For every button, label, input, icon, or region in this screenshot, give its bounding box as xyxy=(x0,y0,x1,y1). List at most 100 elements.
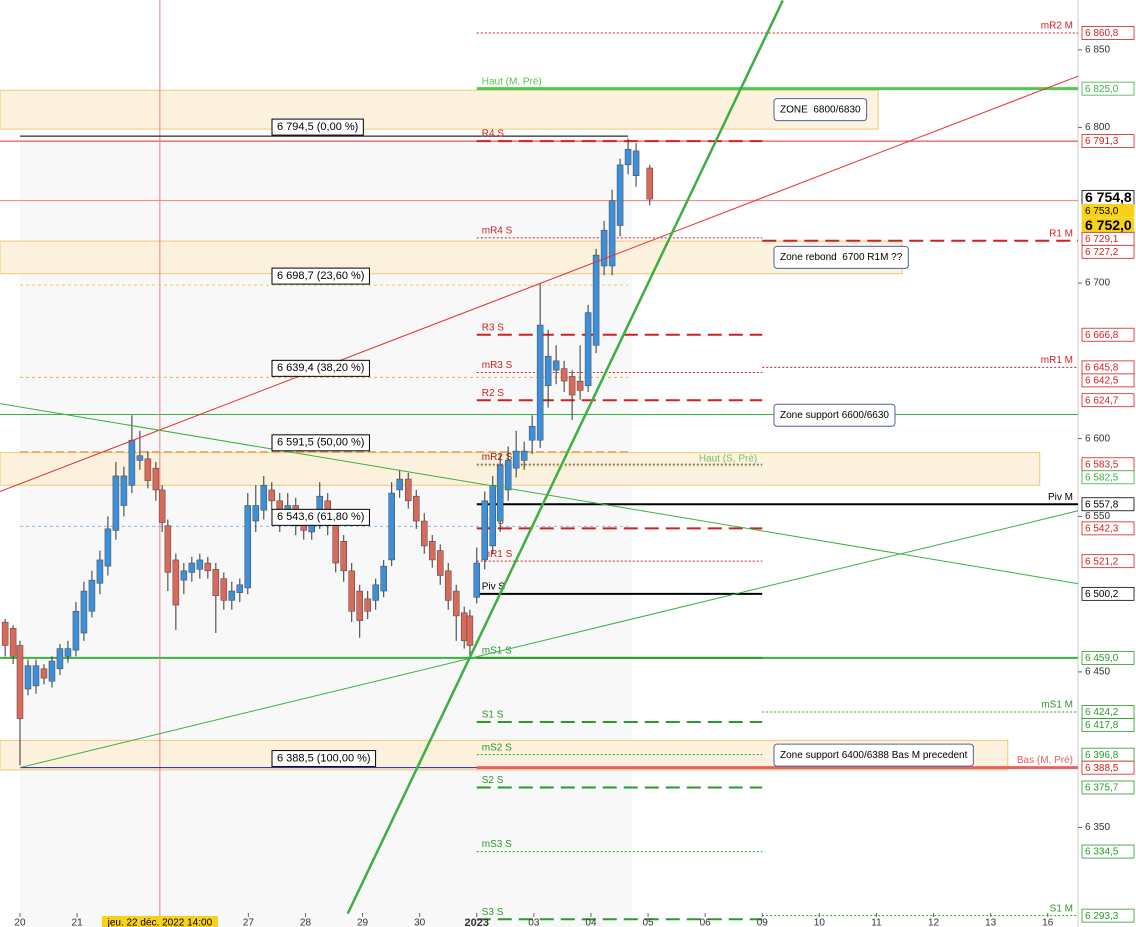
candle-body xyxy=(504,460,512,491)
candle-body xyxy=(481,500,489,561)
pivot-label: mS1 S xyxy=(482,646,512,657)
price-label: 6 729,1 xyxy=(1085,234,1119,245)
price-label-box xyxy=(1081,497,1135,512)
y-tick-label: 6 600 xyxy=(1085,433,1110,444)
candle-body xyxy=(88,579,96,612)
x-tick-label: 21 xyxy=(72,918,84,927)
price-label: 6 582,5 xyxy=(1085,472,1119,483)
candle-body xyxy=(576,380,584,391)
candle-body xyxy=(96,559,104,584)
price-label-box xyxy=(1081,244,1135,259)
price-label: 6 396,8 xyxy=(1085,750,1119,761)
crosshair-x-box xyxy=(101,916,218,927)
candle-body xyxy=(1,621,9,646)
zone-label: Zone support 6600/6630 xyxy=(780,410,889,421)
fib-label-box xyxy=(271,118,364,136)
candle-body xyxy=(40,668,48,679)
zone-label-box xyxy=(773,743,974,767)
candle-body xyxy=(473,562,481,598)
candle-body xyxy=(560,368,568,382)
candle-body xyxy=(260,485,268,511)
price-label: 6 388,5 xyxy=(1085,763,1119,774)
price-label: 6 500,2 xyxy=(1085,589,1119,600)
candle-body xyxy=(120,475,128,506)
candle-body xyxy=(520,450,528,461)
x-tick-label: 20 xyxy=(14,918,26,927)
candle-body xyxy=(536,324,544,441)
pivot-label: S1 M xyxy=(1050,903,1073,914)
pivot-label: R4 S xyxy=(482,129,505,140)
fib-label-box xyxy=(271,750,377,768)
candle-body xyxy=(608,200,616,267)
price-label-box xyxy=(1081,718,1135,732)
candle-body xyxy=(584,312,592,386)
x-tick-label: 10 xyxy=(814,918,826,927)
pivot-label: Haut (S, Pré) xyxy=(699,453,757,464)
candle-body xyxy=(56,648,64,670)
candle-body xyxy=(412,495,420,522)
candle-body xyxy=(348,570,355,612)
fib-label: 6 543,6 (61,80 %) xyxy=(277,511,364,523)
fib-label-box xyxy=(271,508,370,526)
candle-body xyxy=(196,559,204,570)
candle-body xyxy=(188,562,196,573)
trendline xyxy=(19,510,1079,769)
x-tick-label: 30 xyxy=(414,918,426,927)
price-label: 6 645,8 xyxy=(1085,363,1119,374)
price-label: 6 624,7 xyxy=(1085,395,1119,406)
candle-body xyxy=(24,665,32,690)
price-label: 6 583,5 xyxy=(1085,459,1119,470)
price-label: 6 753,0 xyxy=(1085,206,1119,217)
price-label-box xyxy=(1081,844,1135,859)
candle-body xyxy=(220,578,228,601)
candle-body xyxy=(236,584,244,593)
trendline xyxy=(0,75,1079,492)
fib-label: 6 698,7 (23,60 %) xyxy=(277,270,364,282)
pivot-label: mR1 S xyxy=(482,549,513,560)
candle-body xyxy=(144,458,152,481)
candle-body xyxy=(152,467,160,491)
candle-body xyxy=(452,590,460,617)
price-label-box xyxy=(1081,780,1135,795)
pivot-label: R3 S xyxy=(482,322,505,333)
price-label: 6 727,2 xyxy=(1085,247,1119,258)
candle-body xyxy=(112,475,120,531)
price-label: 6 791,3 xyxy=(1085,136,1119,147)
pivot-label: mR2 M xyxy=(1041,21,1073,32)
candle-body xyxy=(9,628,17,657)
zone-label: Zone support 6400/6388 Bas M precedent xyxy=(780,750,968,761)
trendline xyxy=(346,0,784,915)
zone xyxy=(0,240,903,275)
candle-body xyxy=(356,590,363,621)
candle-body xyxy=(600,229,608,267)
price-label: 6 417,8 xyxy=(1085,720,1119,731)
candle-body xyxy=(568,376,576,396)
candle-body xyxy=(158,489,166,523)
zone-label-box xyxy=(773,403,896,427)
x-tick-label: 11 xyxy=(871,918,882,927)
x-tick-label: 06 xyxy=(700,918,712,927)
pivot-label: R2 S xyxy=(482,388,505,399)
candle-body xyxy=(244,505,252,589)
price-label-box xyxy=(1081,760,1135,775)
pivot-label: mS2 S xyxy=(482,742,512,753)
pivot-label: Bas (M, Pré) xyxy=(1017,755,1073,766)
candle-body xyxy=(364,598,371,612)
price-label-box xyxy=(1081,203,1135,218)
candle-body xyxy=(332,525,339,564)
candle-body xyxy=(436,550,444,576)
pivot-label: mR1 M xyxy=(1041,355,1073,366)
price-label-box xyxy=(1081,81,1135,96)
candle-body xyxy=(512,450,520,469)
candle-body xyxy=(128,439,136,486)
price-label-box xyxy=(1081,470,1135,485)
candle-body xyxy=(380,565,387,592)
candle-body xyxy=(268,489,276,502)
price-label-box xyxy=(1081,908,1135,923)
pivot-label: mR2 S xyxy=(482,452,513,463)
pivot-label: R1 M xyxy=(1049,228,1073,239)
price-label-box xyxy=(1081,393,1135,408)
price-label: 6 825,0 xyxy=(1085,84,1119,95)
trendline xyxy=(0,403,1079,585)
y-tick-label: 6 450 xyxy=(1085,667,1110,678)
